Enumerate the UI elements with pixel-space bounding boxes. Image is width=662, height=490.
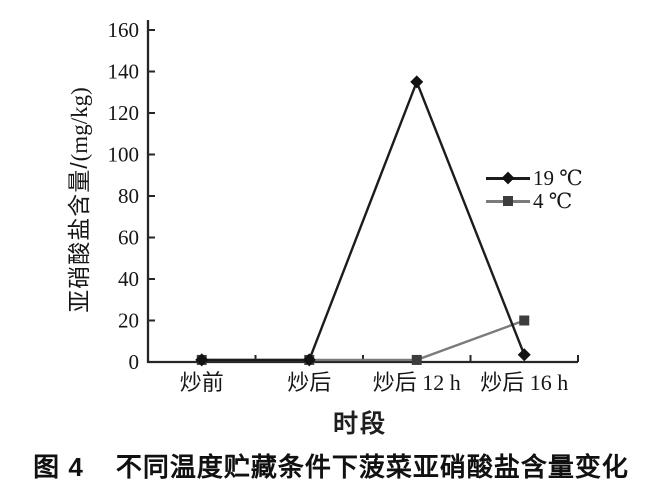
diamond-marker-icon	[501, 171, 515, 185]
y-tick-label: 0	[129, 350, 140, 374]
data-point-diamond	[195, 353, 209, 367]
y-tick-label: 40	[118, 267, 139, 291]
square-marker-icon	[503, 196, 513, 206]
series-line-diamond	[201, 78, 526, 362]
x-axis-title: 时段	[332, 410, 388, 438]
y-tick-label: 160	[108, 18, 140, 42]
y-axis-title: 亚硝酸盐含量/(mg/kg)	[60, 87, 94, 313]
legend-label-4c: 4 ℃	[533, 188, 573, 213]
data-point-square	[519, 315, 530, 326]
series-line-square	[201, 319, 525, 362]
y-axis-unit: (mg/kg)	[67, 87, 92, 162]
x-category-label: 炒后 12 h	[373, 370, 461, 395]
y-tick-label: 140	[108, 60, 140, 84]
legend-label-19c: 19 ℃	[533, 165, 583, 190]
legend-line-4c	[486, 196, 530, 206]
data-point-diamond	[302, 353, 316, 367]
y-tick-label: 80	[118, 184, 139, 208]
y-tick-label: 100	[108, 143, 140, 167]
data-point-diamond	[517, 348, 531, 362]
data-point-square	[411, 354, 422, 365]
legend: 19 ℃ 4 ℃	[486, 165, 583, 213]
figure-caption-text: 不同温度贮藏条件下菠菜亚硝酸盐含量变化	[115, 452, 629, 482]
legend-line-19c	[486, 171, 530, 185]
x-category-label: 炒前	[180, 370, 224, 395]
x-category-label: 炒后 16 h	[480, 370, 568, 395]
y-tick-label: 60	[118, 226, 139, 250]
y-axis-title-text: 亚硝酸盐含量/	[66, 161, 92, 313]
legend-item-19c: 19 ℃	[486, 165, 583, 190]
data-point-diamond	[410, 75, 424, 89]
y-tick-label: 120	[108, 101, 140, 125]
figure-caption: 图 4 不同温度贮藏条件下菠菜亚硝酸盐含量变化	[0, 447, 662, 484]
x-category-label: 炒后	[287, 370, 331, 395]
figure-caption-number: 图 4	[33, 452, 84, 482]
y-tick-label: 20	[118, 309, 139, 333]
legend-item-4c: 4 ℃	[486, 188, 583, 213]
